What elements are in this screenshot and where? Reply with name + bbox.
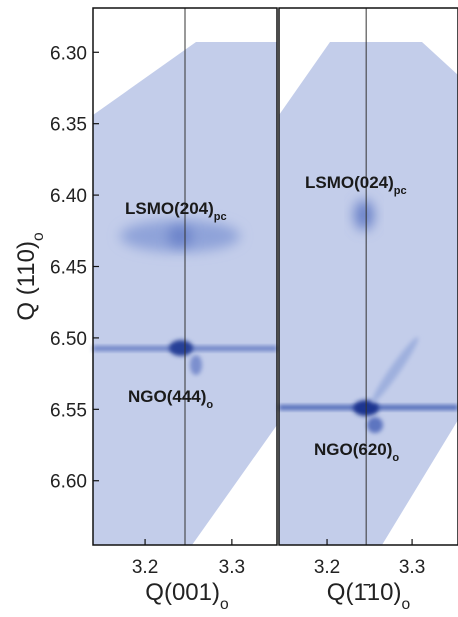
annotation-main: NGO(444): [128, 387, 206, 406]
annotation: NGO(444)o: [128, 387, 213, 411]
x-tick-label: 3.2: [132, 557, 158, 578]
x-tick-label: 3.3: [219, 557, 245, 578]
peak-tail: [367, 417, 383, 433]
peak: [354, 200, 374, 230]
y-axis-label-main: Q (110): [13, 241, 40, 321]
y-tick-label: 6.30: [50, 43, 87, 64]
x-axis-label-sub: o: [402, 596, 411, 613]
y-axis-label: Q (110)o: [13, 232, 47, 321]
annotation-main: LSMO(204): [125, 199, 214, 218]
x-axis-label-main: Q(001): [145, 579, 220, 606]
y-tick-label: 6.50: [50, 329, 87, 350]
annotation: LSMO(204)pc: [125, 199, 227, 223]
x-axis-label-main: Q(1̄10): [327, 579, 402, 606]
y-tick-label: 6.45: [50, 258, 87, 279]
y-tick-label: 6.60: [50, 472, 87, 493]
x-axis-label-sub: o: [220, 596, 229, 613]
annotation: LSMO(024)pc: [305, 173, 407, 197]
peak: [169, 340, 193, 356]
y-tick-label: 6.55: [50, 400, 87, 421]
annotation-sub: pc: [214, 211, 227, 223]
panel-frame: [278, 7, 458, 546]
annotation-sub: o: [392, 452, 399, 464]
annotation-main: NGO(620): [314, 440, 392, 459]
y-axis-label-sub: o: [30, 232, 47, 241]
annotation-sub: o: [206, 399, 213, 411]
peak: [168, 226, 192, 246]
annotation: NGO(620)o: [314, 440, 399, 464]
streak-diag: [371, 337, 419, 403]
annotation-sub: pc: [394, 185, 407, 197]
x-tick-label: 3.2: [314, 557, 340, 578]
y-tick-label: 6.35: [50, 115, 87, 136]
x-tick-label: 3.3: [399, 557, 425, 578]
annotation-main: LSMO(024): [305, 173, 394, 192]
peak-tail: [190, 355, 202, 375]
x-axis-label: Q(1̄10)o: [327, 579, 411, 613]
y-tick-label: 6.40: [50, 186, 87, 207]
x-axis-label: Q(001)o: [145, 579, 229, 613]
map-area: [279, 42, 458, 545]
panel-frame: [92, 7, 278, 546]
